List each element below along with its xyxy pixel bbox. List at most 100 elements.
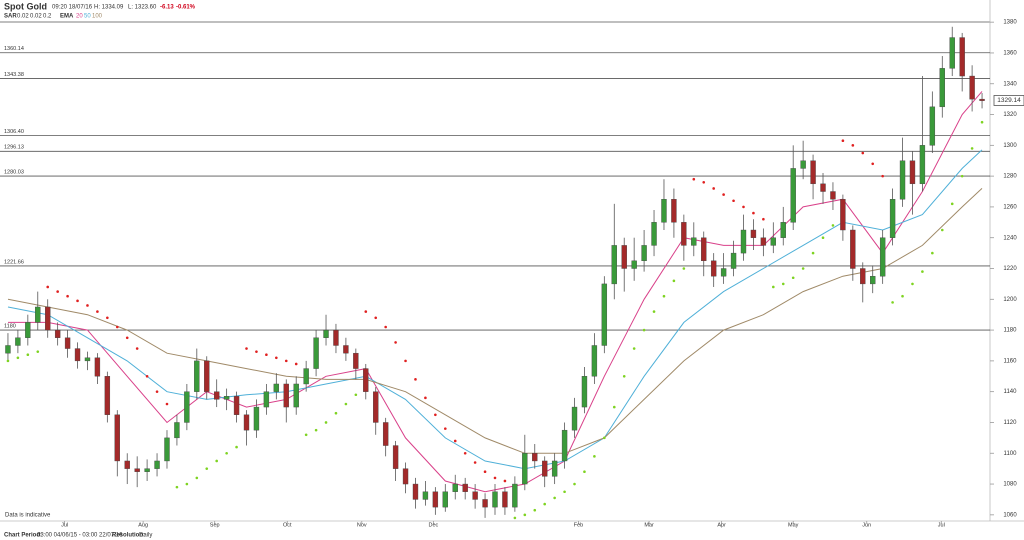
- last-price-box: [993, 95, 1024, 106]
- candle-body: [929, 106, 936, 146]
- sar-dot: [682, 267, 686, 270]
- candle-body: [502, 491, 508, 508]
- candle-body: [860, 268, 866, 285]
- candle-body: [144, 468, 150, 472]
- sar-dot: [791, 276, 795, 280]
- change: -6.13: [160, 5, 174, 11]
- resolution-label: Resolution:: [112, 533, 145, 539]
- candle-body: [84, 357, 91, 362]
- sar-dot: [46, 285, 50, 289]
- candle-body: [810, 160, 816, 185]
- sar-dot: [225, 451, 228, 455]
- sar-dot: [394, 341, 397, 344]
- level-label: 1280.03: [4, 170, 24, 176]
- candle-body: [303, 368, 309, 385]
- sar-dot: [781, 282, 785, 286]
- candle-body: [949, 37, 955, 69]
- candle-body: [561, 429, 568, 462]
- x-tick-label: Feb: [574, 522, 583, 528]
- candle-body: [64, 337, 71, 349]
- candle-body: [571, 406, 578, 431]
- candle-body: [442, 491, 448, 508]
- sar-dot: [742, 205, 745, 209]
- sar-label: SAR: [4, 14, 17, 20]
- sar-dot: [553, 496, 556, 500]
- level-label: 1306.40: [4, 129, 24, 135]
- sar-dot: [374, 316, 378, 320]
- sar-dot: [245, 347, 248, 350]
- candle-body: [104, 376, 111, 415]
- sar-dot: [334, 411, 338, 415]
- sar-dot: [434, 413, 437, 417]
- candle-body: [472, 491, 478, 500]
- sar-dot: [950, 202, 954, 206]
- x-tick-label: Nov: [357, 522, 367, 528]
- last-price: 1329.14: [997, 97, 1021, 104]
- candle-body: [432, 491, 439, 508]
- sar-dot: [115, 325, 119, 329]
- candle-body: [45, 306, 51, 331]
- level-label: 1221.66: [4, 259, 24, 265]
- candle-body: [621, 245, 627, 269]
- candle-body: [25, 322, 31, 338]
- y-tick-label: 1300: [1003, 143, 1017, 149]
- sar-dot: [762, 217, 765, 221]
- sar-dot: [463, 451, 467, 455]
- sar-dot: [543, 502, 546, 506]
- candle-body: [194, 360, 200, 392]
- candle-body: [94, 357, 101, 377]
- sar-dot: [861, 151, 865, 155]
- sar-param: 0.2: [43, 14, 52, 20]
- sar-dot: [821, 236, 825, 240]
- candle-body: [760, 237, 767, 246]
- candle-body: [790, 168, 796, 223]
- title: Spot Gold: [4, 1, 47, 11]
- candle-body: [730, 252, 737, 269]
- sar-dot: [185, 482, 189, 486]
- sar-dot: [662, 294, 666, 298]
- candle-body: [591, 345, 598, 377]
- sar-dot: [980, 120, 984, 124]
- sar-dot: [314, 428, 318, 432]
- sar-dot: [165, 402, 169, 406]
- sar-dot: [752, 211, 755, 215]
- candle-body: [820, 183, 826, 192]
- candle-body: [512, 483, 518, 508]
- x-tick-label: Sep: [210, 522, 220, 528]
- sar-dot: [970, 147, 974, 150]
- sar-dot: [722, 193, 725, 196]
- candle-body: [154, 460, 160, 469]
- sar-dot: [235, 445, 238, 449]
- sar-dot: [851, 144, 855, 147]
- level-label: 1296.13: [4, 145, 24, 151]
- candle-body: [959, 37, 965, 77]
- sar-dot: [96, 310, 99, 313]
- sar-dot: [414, 378, 417, 381]
- y-tick-label: 1220: [1003, 266, 1017, 272]
- sar-dot: [155, 390, 159, 393]
- candle-body: [363, 368, 369, 392]
- sar-dot: [255, 350, 258, 353]
- candle-body: [353, 352, 359, 369]
- candle-body: [601, 283, 608, 346]
- plot: 1060 1080 1100 1120 1140 1160 1180 1200 1220 1240…: [0, 20, 1017, 528]
- sar-dot: [26, 353, 30, 357]
- x-tick-label: Apr: [717, 522, 726, 528]
- candle-body: [671, 199, 677, 223]
- sar-dot: [603, 436, 606, 440]
- time: 09:20 18/07/16: [52, 5, 93, 11]
- candle-body: [909, 160, 916, 185]
- sar-dot: [354, 393, 358, 397]
- candle-body: [651, 222, 657, 246]
- sar-dot: [960, 174, 964, 178]
- sar-dot: [473, 461, 477, 464]
- candle-body: [899, 160, 906, 200]
- candle-body: [74, 348, 81, 362]
- change-pct: -0.61%: [176, 5, 196, 11]
- candle-body: [134, 468, 140, 472]
- candle-body: [870, 275, 876, 285]
- sar-dot: [940, 228, 944, 232]
- sar-dot: [642, 328, 646, 332]
